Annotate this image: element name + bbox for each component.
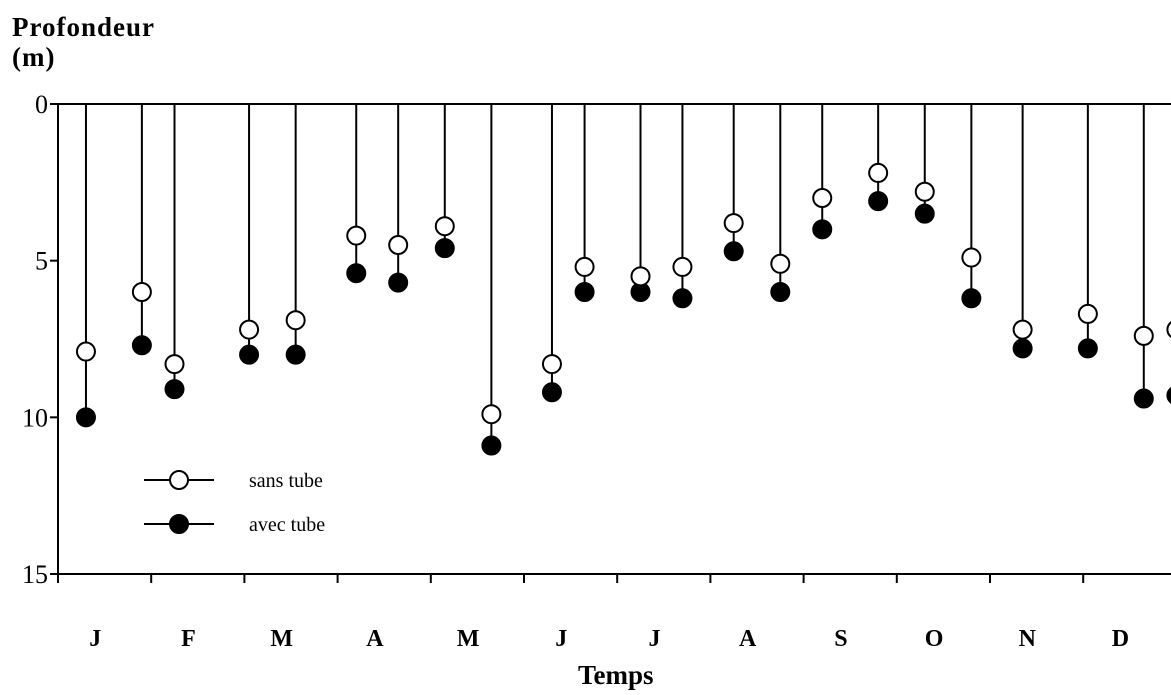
- x-tick-label: A: [366, 626, 384, 652]
- avec-tube-point: [770, 282, 791, 302]
- avec-tube-point: [1012, 338, 1033, 359]
- legend-label-avec-tube: avec tube: [249, 514, 325, 536]
- sans-tube-point: [770, 253, 791, 274]
- y-axis-title-line-2: (m): [12, 42, 56, 72]
- avec-tube-point: [961, 288, 982, 309]
- avec-tube-point: [388, 272, 409, 293]
- x-tick-label: S: [834, 626, 847, 652]
- avec-tube-point: [1166, 386, 1171, 404]
- avec-tube-point: [1133, 388, 1154, 409]
- sans-tube-point: [1077, 303, 1098, 324]
- avec-tube-point: [239, 344, 260, 365]
- sans-tube-point: [868, 162, 889, 183]
- sans-tube-point: [914, 181, 935, 202]
- avec-tube-point: [434, 238, 455, 259]
- avec-tube-point: [164, 379, 185, 400]
- x-tick-label: J: [648, 626, 660, 652]
- sans-tube-point: [812, 188, 833, 208]
- x-tick-label: D: [1112, 626, 1129, 652]
- sans-tube-point: [672, 256, 693, 277]
- sans-tube-point: [434, 216, 455, 237]
- sans-tube-point: [541, 354, 562, 375]
- avec-tube-point: [812, 219, 833, 240]
- x-tick-label: M: [270, 626, 293, 652]
- avec-tube-point: [131, 335, 152, 356]
- sans-tube-point: [131, 282, 152, 302]
- x-axis-title: Temps: [578, 660, 654, 690]
- avec-tube-point: [723, 241, 744, 262]
- x-tick-label: J: [89, 626, 101, 652]
- avec-tube-point: [868, 191, 889, 212]
- sans-tube-point: [961, 247, 982, 268]
- legend-marker-sans-tube: [169, 470, 189, 490]
- avec-tube-point: [1077, 338, 1098, 359]
- avec-tube-point: [574, 282, 595, 302]
- sans-tube-point: [239, 319, 260, 340]
- sans-tube-point: [574, 256, 595, 277]
- sans-tube-point: [1133, 325, 1154, 346]
- legend-label-sans-tube: sans tube: [249, 470, 323, 492]
- sans-tube-point: [285, 310, 306, 331]
- sans-tube-point: [75, 341, 96, 362]
- y-axis-title-line-1: Profondeur: [12, 12, 155, 42]
- avec-tube-point: [541, 382, 562, 403]
- avec-tube-point: [75, 407, 96, 428]
- y-tick-label: 15: [22, 560, 48, 589]
- avec-tube-point: [481, 435, 502, 456]
- y-axis-title: Profondeur (m): [12, 12, 155, 72]
- sans-tube-point: [481, 404, 502, 425]
- y-tick-label: 0: [35, 90, 48, 119]
- avec-tube-point: [672, 288, 693, 309]
- sans-tube-point: [723, 213, 744, 234]
- sans-tube-point: [630, 266, 651, 287]
- y-tick-label: 10: [22, 403, 48, 432]
- sans-tube-point: [1166, 321, 1171, 339]
- sans-tube-point: [346, 225, 367, 246]
- avec-tube-point: [346, 263, 367, 284]
- x-tick-label: F: [181, 626, 196, 652]
- x-tick-label: A: [739, 626, 757, 652]
- x-tick-label: M: [457, 626, 480, 652]
- x-tick-label: N: [1019, 626, 1037, 652]
- sans-tube-point: [164, 354, 185, 375]
- sans-tube-point: [388, 235, 409, 255]
- avec-tube-point: [285, 344, 306, 365]
- y-tick-label: 5: [35, 247, 48, 276]
- x-tick-label: O: [925, 626, 944, 652]
- x-tick-label: J: [555, 626, 567, 652]
- avec-tube-point: [914, 203, 935, 224]
- legend-marker-avec-tube: [169, 514, 189, 534]
- sans-tube-point: [1012, 319, 1033, 340]
